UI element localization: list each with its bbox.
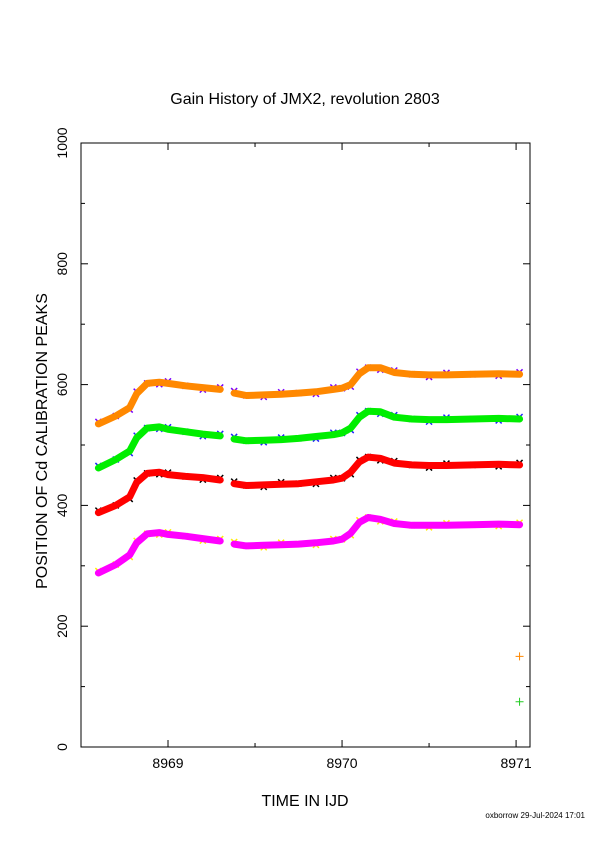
x-axis-label: TIME IN IJD [261, 793, 348, 810]
series-line-segment [94, 378, 224, 428]
extra-points [515, 652, 524, 706]
series-line-segment [230, 514, 524, 550]
plus-marker [515, 652, 524, 661]
series-3 [94, 513, 524, 577]
y-tick-label: 400 [54, 494, 70, 518]
series-line-segment [230, 407, 524, 445]
chart-title: Gain History of JMX2, revolution 2803 [170, 91, 440, 108]
series-line-segment [94, 423, 224, 472]
series-line-segment [94, 468, 224, 517]
x-tick-label: 8970 [326, 755, 357, 771]
plot-frame [80, 142, 531, 748]
series-line-segment [230, 364, 524, 399]
series-0 [94, 364, 524, 428]
series-2 [94, 453, 524, 517]
footer-credit: oxborrow 29-Jul-2024 17:01 [485, 811, 585, 820]
x-tick-label: 8969 [152, 755, 183, 771]
series-layer [94, 364, 524, 577]
plus-marker [515, 697, 524, 706]
axis-ticks: 0 200 400 600 800 1000 8969 8970 8971 [54, 127, 532, 771]
series-line-segment [230, 453, 524, 489]
x-tick-label: 8971 [500, 755, 531, 771]
series-1 [94, 407, 524, 472]
y-tick-label: 1000 [54, 127, 70, 158]
y-tick-label: 800 [54, 252, 70, 276]
y-tick-label: 600 [54, 373, 70, 397]
y-tick-label: 200 [54, 614, 70, 638]
y-tick-label: 0 [54, 743, 70, 751]
series-line-segment [94, 529, 224, 577]
y-axis-label: POSITION OF Cd CALIBRATION PEAKS [34, 293, 51, 589]
